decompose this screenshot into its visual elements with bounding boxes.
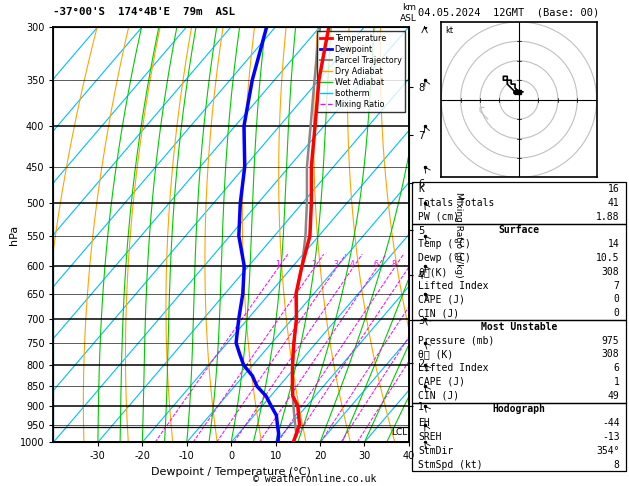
Text: 10.5: 10.5 [596, 253, 620, 263]
Text: CAPE (J): CAPE (J) [418, 295, 465, 304]
Bar [412, 182, 626, 224]
Text: Totals Totals: Totals Totals [418, 198, 495, 208]
Text: StmDir: StmDir [418, 446, 454, 456]
Text: SREH: SREH [418, 432, 442, 442]
Text: 975: 975 [602, 336, 620, 346]
Text: 6: 6 [374, 260, 379, 269]
Text: 1.88: 1.88 [596, 212, 620, 222]
Text: -44: -44 [602, 418, 620, 428]
Text: LCL: LCL [391, 428, 408, 437]
X-axis label: Dewpoint / Temperature (°C): Dewpoint / Temperature (°C) [151, 467, 311, 477]
Text: 8: 8 [613, 460, 620, 469]
Text: 4: 4 [350, 260, 355, 269]
Text: θᴇ (K): θᴇ (K) [418, 349, 454, 359]
Text: Temp (°C): Temp (°C) [418, 239, 471, 249]
Text: Most Unstable: Most Unstable [481, 322, 557, 332]
Text: Dewp (°C): Dewp (°C) [418, 253, 471, 263]
Text: StmSpd (kt): StmSpd (kt) [418, 460, 483, 469]
Text: 14: 14 [608, 239, 620, 249]
Text: 308: 308 [602, 349, 620, 359]
Text: 3: 3 [333, 260, 338, 269]
Text: 1: 1 [275, 260, 280, 269]
Text: Lifted Index: Lifted Index [418, 280, 489, 291]
Bar [412, 402, 626, 471]
Text: 04.05.2024  12GMT  (Base: 00): 04.05.2024 12GMT (Base: 00) [418, 7, 599, 17]
Text: 0: 0 [613, 308, 620, 318]
Text: CIN (J): CIN (J) [418, 308, 460, 318]
Text: CIN (J): CIN (J) [418, 391, 460, 400]
Text: 41: 41 [608, 198, 620, 208]
Text: 49: 49 [608, 391, 620, 400]
Text: Mixing Ratio (g/kg): Mixing Ratio (g/kg) [454, 191, 463, 278]
Text: 354°: 354° [596, 446, 620, 456]
Text: 6: 6 [613, 363, 620, 373]
Text: 0: 0 [613, 295, 620, 304]
Text: Hodograph: Hodograph [493, 404, 545, 415]
Y-axis label: hPa: hPa [9, 225, 18, 244]
Text: Surface: Surface [498, 226, 540, 235]
Text: 2: 2 [311, 260, 316, 269]
Text: -37°00'S  174°4B'E  79m  ASL: -37°00'S 174°4B'E 79m ASL [53, 7, 235, 17]
Text: kt: kt [445, 26, 453, 35]
Text: Lifted Index: Lifted Index [418, 363, 489, 373]
Text: 1: 1 [613, 377, 620, 387]
Text: 308: 308 [602, 267, 620, 277]
Text: PW (cm): PW (cm) [418, 212, 460, 222]
Text: EH: EH [418, 418, 430, 428]
Legend: Temperature, Dewpoint, Parcel Trajectory, Dry Adiabat, Wet Adiabat, Isotherm, Mi: Temperature, Dewpoint, Parcel Trajectory… [317, 31, 405, 112]
Text: 8: 8 [391, 260, 396, 269]
Text: 7: 7 [613, 280, 620, 291]
Text: km
ASL: km ASL [401, 3, 417, 22]
Text: Pressure (mb): Pressure (mb) [418, 336, 495, 346]
Bar [412, 320, 626, 402]
Text: -13: -13 [602, 432, 620, 442]
Text: θᴇ(K): θᴇ(K) [418, 267, 448, 277]
Text: CAPE (J): CAPE (J) [418, 377, 465, 387]
Text: © weatheronline.co.uk: © weatheronline.co.uk [253, 473, 376, 484]
Text: K: K [418, 184, 425, 194]
Bar [412, 224, 626, 320]
Text: 16: 16 [608, 184, 620, 194]
